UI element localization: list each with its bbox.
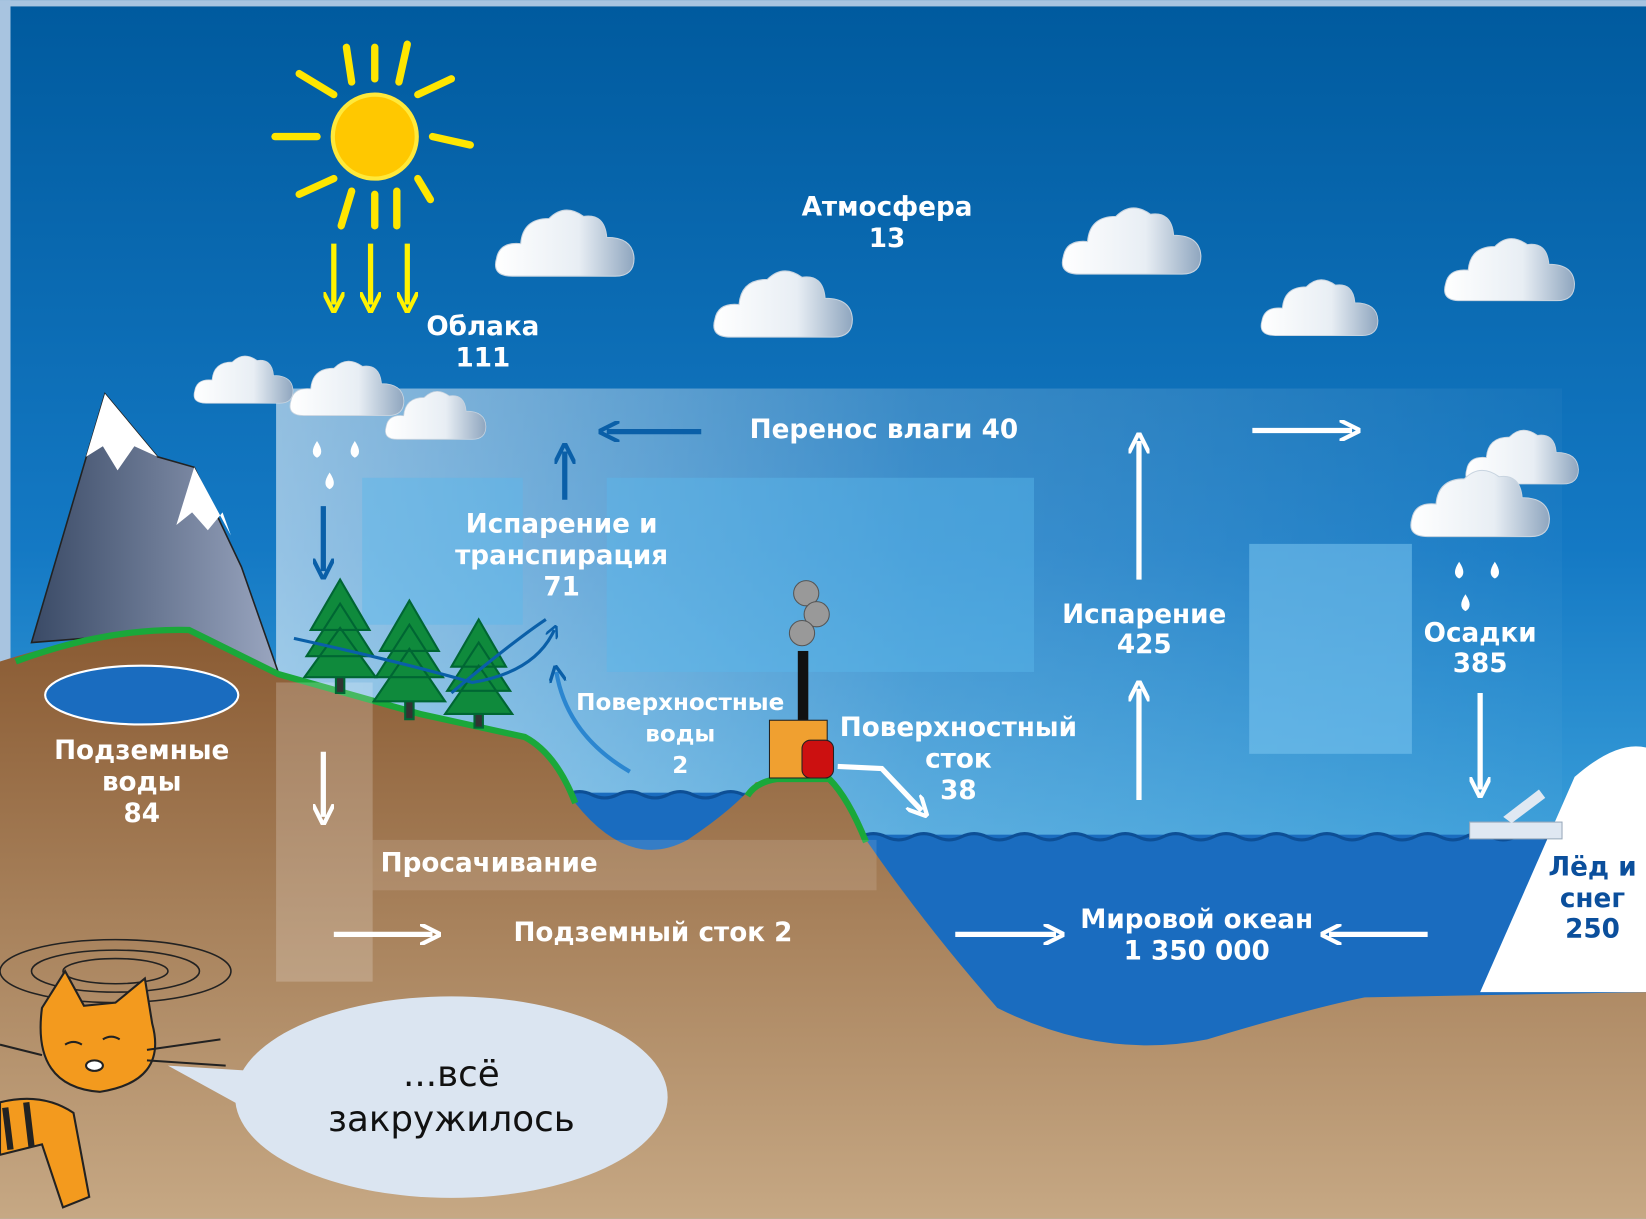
label: Облака: [426, 312, 539, 342]
frame: [0, 0, 1646, 6]
label: 1 350 000: [1124, 937, 1270, 967]
label: 425: [1117, 630, 1172, 660]
water-cycle-diagram: Атмосфера 13 Облака 111 Перенос влаги 40…: [0, 0, 1646, 1219]
label: Атмосфера: [802, 192, 973, 222]
label: Осадки: [1424, 619, 1537, 649]
label: транспирация: [455, 541, 668, 571]
label: 385: [1453, 649, 1508, 679]
label: Просачивание: [381, 849, 598, 879]
chimney: [798, 651, 808, 720]
label: Поверхностный: [840, 713, 1077, 743]
label: 71: [543, 572, 580, 602]
label: 13: [869, 224, 906, 254]
label: сток: [925, 745, 992, 775]
label: Поверхностные: [576, 690, 784, 716]
label: 111: [455, 344, 510, 374]
label: воды: [645, 721, 715, 747]
label: Лёд и: [1548, 853, 1636, 883]
label: снег: [1560, 884, 1625, 914]
ice-floe: [1470, 822, 1562, 839]
label: Испарение: [1062, 600, 1226, 630]
label: Подземные: [54, 736, 229, 766]
label: 38: [940, 776, 977, 806]
speech-bubble: [235, 996, 667, 1198]
speech-text: ...всё: [403, 1054, 500, 1095]
label: Мировой океан: [1080, 905, 1313, 935]
label: воды: [102, 768, 182, 798]
page: Атмосфера 13 Облака 111 Перенос влаги 40…: [0, 0, 1646, 1219]
label: 250: [1565, 915, 1620, 945]
label: Перенос влаги 40: [750, 415, 1018, 445]
label: 2: [672, 753, 688, 779]
label: Подземный сток 2: [513, 918, 792, 948]
label: Испарение и: [466, 509, 658, 539]
inner-box: [1249, 544, 1412, 754]
speech-text: закружилось: [328, 1099, 575, 1140]
inner-box: [607, 478, 1034, 672]
barrel: [802, 740, 833, 778]
underground-lake: [45, 666, 238, 725]
label: 84: [123, 799, 160, 829]
